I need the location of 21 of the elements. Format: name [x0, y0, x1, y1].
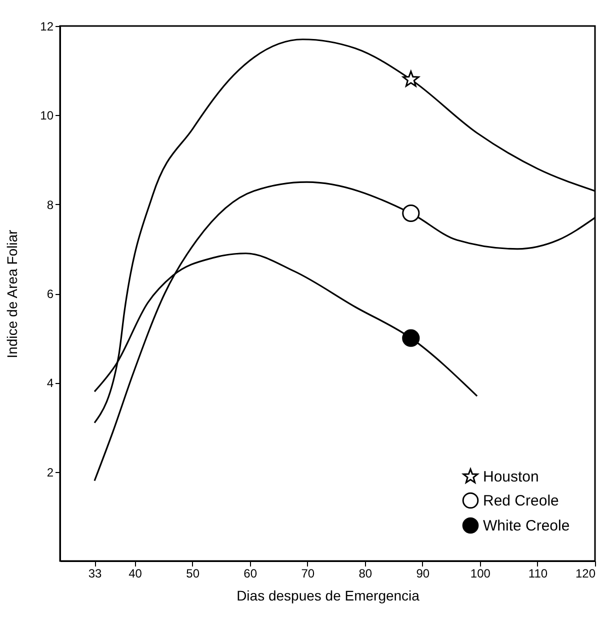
y-tick-label: 10: [40, 108, 54, 123]
legend-label: Houston: [483, 468, 539, 486]
x-tick-label: 110: [528, 566, 548, 580]
legend-label: Red Creole: [483, 492, 559, 510]
y-tick-label: 12: [40, 20, 54, 34]
x-tick-label: 90: [416, 566, 430, 580]
x-tick-label: 40: [128, 566, 142, 580]
y-tick-label: 4: [46, 376, 54, 390]
legend-label: White Creole: [483, 518, 570, 534]
x-tick-label: 100: [470, 566, 491, 580]
x-axis-title: Dias despues de Emergencia: [236, 588, 420, 604]
x-tick-label: 60: [244, 566, 258, 580]
y-tick-label: 6: [46, 287, 54, 301]
x-tick-label: 70: [301, 566, 315, 580]
x-tick-label: 120: [575, 566, 596, 580]
y-tick-label: 8: [46, 198, 54, 212]
x-tick-label: 80: [358, 566, 372, 580]
y-tick-label: 2: [46, 465, 54, 480]
x-tick-label: 50: [186, 566, 200, 580]
x-tick-label: 33: [88, 566, 102, 580]
y-axis-title: Indice de Area Foliar: [4, 229, 20, 358]
